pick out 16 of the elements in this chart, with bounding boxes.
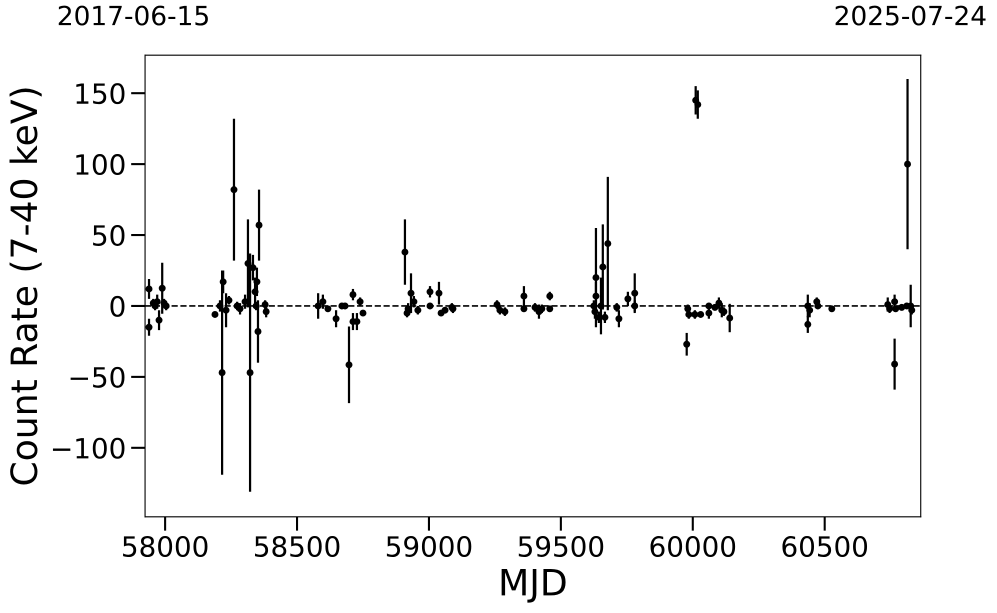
x-tick-label: 60000 bbox=[650, 536, 736, 558]
x-tick-label: 59000 bbox=[386, 536, 472, 558]
y-tick-label: −100 bbox=[52, 438, 124, 459]
x-tick-label: 58500 bbox=[254, 536, 340, 558]
y-tick-label: 50 bbox=[93, 224, 124, 246]
x-axis-title: MJD bbox=[502, 569, 566, 603]
x-tick-label: 58000 bbox=[123, 536, 208, 558]
y-tick-label: −50 bbox=[70, 366, 124, 388]
text: 2017-06-15 bbox=[58, 6, 208, 26]
y-tick-label: 150 bbox=[76, 83, 124, 104]
y-tick-label: 0 bbox=[110, 296, 124, 317]
x-tick-label: 59500 bbox=[518, 536, 604, 558]
y-axis-title: Count Rate (7-40 keV) bbox=[10, 88, 42, 484]
y-tick-label: 100 bbox=[76, 154, 124, 176]
text: 2025-07-24 bbox=[836, 6, 986, 26]
x-tick-label: 60500 bbox=[782, 536, 868, 558]
